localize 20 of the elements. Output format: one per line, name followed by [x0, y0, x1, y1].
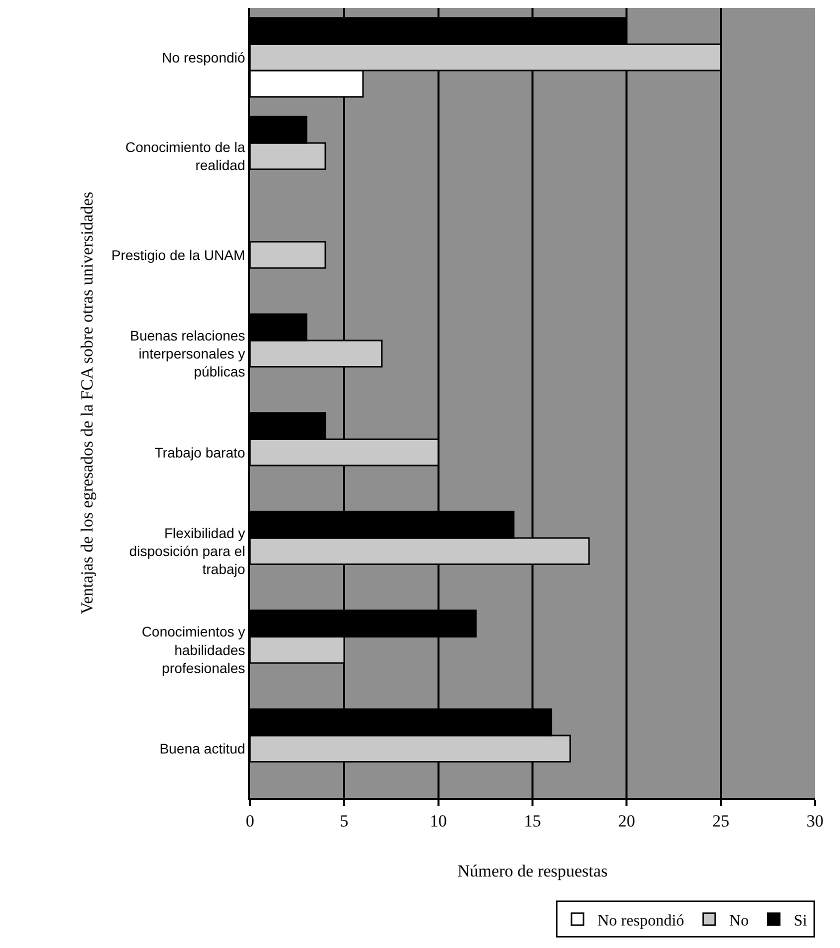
- x-tick-label: 15: [524, 811, 541, 830]
- y-tick-label: Buena actitud: [160, 740, 246, 757]
- x-tick-label: 25: [712, 811, 730, 830]
- y-tick-label: Conocimiento de la realidad: [125, 138, 246, 174]
- legend-label: Si: [794, 912, 808, 930]
- x-tick-label: 0: [246, 811, 254, 830]
- y-tick-label: Conocimientos y habilidades profesionales: [142, 624, 246, 676]
- x-tick-label: 10: [430, 811, 447, 830]
- legend-label: No: [729, 912, 749, 930]
- y-tick-label: Trabajo barato: [154, 444, 246, 460]
- legend-label: No respondió: [598, 912, 684, 930]
- y-tick-label: No respondió: [162, 49, 246, 66]
- y-tick-label: Buenas relaciones interpersonales y públicas: [130, 327, 246, 380]
- y-axis-title: Ventajas de los egresados de la FCA sobre otras universidades: [77, 192, 96, 614]
- x-tick-label: 20: [618, 811, 636, 830]
- x-axis-title: Número de respuestas: [457, 861, 608, 880]
- y-tick-label: Flexibilidad y disposición para el trabajo: [129, 524, 246, 578]
- x-tick-label: 5: [340, 811, 348, 830]
- x-tick-label: 30: [806, 811, 824, 830]
- y-tick-label: Prestigio de la UNAM: [111, 246, 246, 263]
